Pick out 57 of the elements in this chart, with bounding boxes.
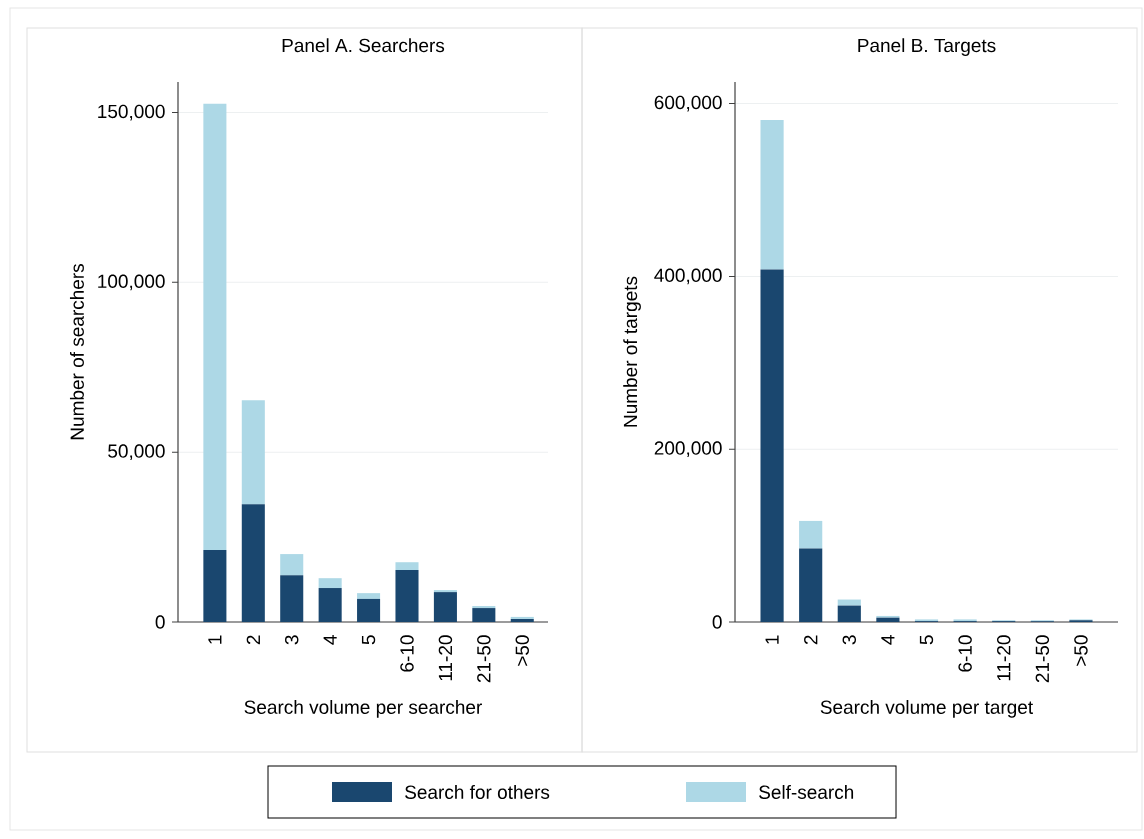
x-tick-label: 4 bbox=[323, 635, 337, 645]
x-tick-label: 11-20 bbox=[438, 635, 453, 681]
legend-label: Search for others bbox=[405, 785, 550, 799]
y-tick-label: 400,000 bbox=[654, 268, 722, 285]
x-tick-label: 21-50 bbox=[477, 635, 491, 683]
bar bbox=[357, 598, 381, 622]
x-axis-title: Search volume per target bbox=[820, 699, 1033, 718]
x-tick-label: 5 bbox=[919, 635, 934, 645]
x-tick-label: 3 bbox=[285, 635, 299, 645]
bar bbox=[760, 120, 784, 270]
y-tick-label: 50,000 bbox=[108, 444, 165, 461]
bar bbox=[799, 548, 823, 622]
bar bbox=[318, 578, 342, 589]
x-tick-label: 5 bbox=[361, 635, 376, 645]
bar bbox=[837, 599, 861, 606]
chart-title: Panel A. Searchers bbox=[282, 38, 445, 53]
y-axis-title: Number of targets bbox=[623, 276, 641, 427]
bar bbox=[760, 269, 784, 622]
x-tick-label: 1 bbox=[208, 635, 222, 644]
bar bbox=[395, 562, 419, 571]
x-tick-label: 2 bbox=[246, 635, 260, 645]
bar bbox=[837, 605, 861, 622]
y-tick-label: 0 bbox=[712, 615, 722, 629]
x-tick-label: 6-10 bbox=[958, 635, 972, 672]
bar bbox=[318, 588, 342, 622]
y-tick-label: 150,000 bbox=[98, 104, 165, 121]
bar bbox=[472, 606, 496, 609]
y-tick-label: 600,000 bbox=[654, 95, 722, 112]
bar bbox=[203, 550, 227, 622]
y-tick-label: 100,000 bbox=[98, 274, 165, 291]
x-tick-label: 6-10 bbox=[400, 635, 414, 672]
bar bbox=[876, 617, 900, 622]
x-tick-label: >50 bbox=[1074, 635, 1088, 666]
bar bbox=[357, 593, 381, 599]
x-tick-label: 11-20 bbox=[997, 635, 1011, 681]
y-axis-title: Number of searchers bbox=[69, 264, 84, 440]
x-tick-label: 1 bbox=[765, 635, 779, 644]
bar bbox=[280, 554, 304, 576]
bar bbox=[241, 400, 265, 505]
y-tick-label: 200,000 bbox=[654, 441, 722, 458]
bar bbox=[472, 608, 496, 622]
bar bbox=[799, 520, 823, 549]
legend-label: Self-search bbox=[759, 785, 854, 799]
bar bbox=[280, 575, 304, 622]
x-tick-label: 3 bbox=[842, 635, 857, 645]
bar bbox=[433, 592, 457, 622]
x-tick-label: 21-50 bbox=[1035, 635, 1050, 683]
x-axis-title: Search volume per searcher bbox=[244, 699, 482, 718]
x-tick-label: 2 bbox=[804, 635, 818, 645]
bar bbox=[395, 570, 419, 622]
y-tick-label: 0 bbox=[155, 615, 165, 629]
x-tick-label: 4 bbox=[881, 635, 895, 645]
bar bbox=[203, 103, 227, 550]
x-tick-label: >50 bbox=[515, 635, 529, 666]
chart-title: Panel B. Targets bbox=[858, 38, 996, 56]
bar bbox=[433, 590, 457, 593]
bar bbox=[241, 504, 265, 622]
